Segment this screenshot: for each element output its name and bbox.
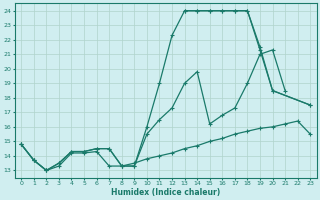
X-axis label: Humidex (Indice chaleur): Humidex (Indice chaleur) xyxy=(111,188,220,197)
